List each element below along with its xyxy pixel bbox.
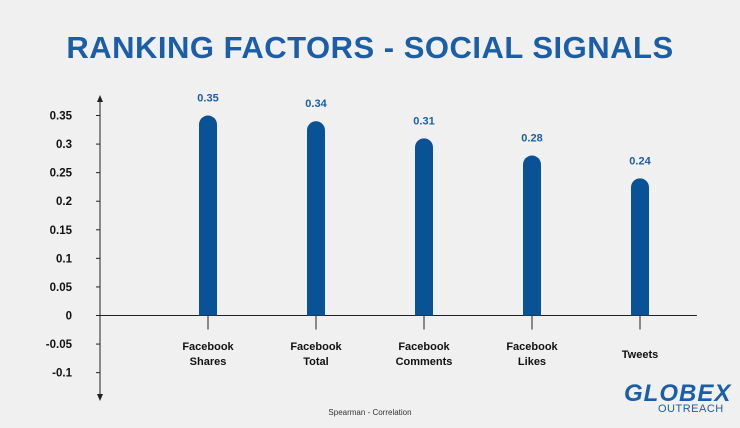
bar bbox=[631, 178, 649, 316]
y-tick-label: 0.25 bbox=[50, 168, 73, 180]
y-tick-label: 0 bbox=[66, 311, 72, 323]
category-label: Total bbox=[303, 356, 328, 368]
bar bbox=[415, 138, 433, 316]
category-label: Facebook bbox=[398, 341, 450, 353]
y-tick-label: 0.2 bbox=[56, 196, 72, 208]
x-axis-caption: Spearman - Correlation bbox=[328, 408, 412, 417]
y-tick-label: 0.15 bbox=[50, 225, 73, 237]
y-tick-label: 0.05 bbox=[50, 282, 73, 294]
logo-sub-text: OUTREACH bbox=[658, 403, 724, 415]
logo-main-text: GLOBEX bbox=[624, 380, 732, 407]
category-label: Facebook bbox=[506, 341, 558, 353]
category-label: Facebook bbox=[290, 341, 342, 353]
chart-title: RANKING FACTORS - SOCIAL SIGNALS bbox=[66, 30, 674, 65]
y-tick-label: -0.05 bbox=[46, 339, 73, 351]
bar-value-label: 0.31 bbox=[413, 115, 434, 127]
bar-value-label: 0.34 bbox=[305, 98, 327, 110]
y-tick-label: 0.35 bbox=[50, 111, 73, 123]
bar-value-label: 0.28 bbox=[521, 133, 542, 145]
y-axis-arrow-up bbox=[97, 95, 103, 102]
category-label: Likes bbox=[518, 356, 546, 368]
category-label: Shares bbox=[190, 356, 227, 368]
bar bbox=[199, 115, 217, 316]
y-tick-label: -0.1 bbox=[52, 368, 72, 380]
category-label: Tweets bbox=[622, 349, 658, 361]
y-tick-label: 0.1 bbox=[56, 253, 73, 265]
y-tick-label: 0.3 bbox=[56, 139, 72, 151]
bar-value-label: 0.24 bbox=[629, 155, 651, 167]
bar-value-label: 0.35 bbox=[197, 93, 218, 105]
category-label: Facebook bbox=[182, 341, 234, 353]
category-label: Comments bbox=[396, 356, 453, 368]
globex-logo: GLOBEX OUTREACH bbox=[624, 380, 734, 424]
bar bbox=[307, 121, 325, 316]
bar bbox=[523, 155, 541, 316]
y-axis-arrow-down bbox=[97, 394, 103, 401]
